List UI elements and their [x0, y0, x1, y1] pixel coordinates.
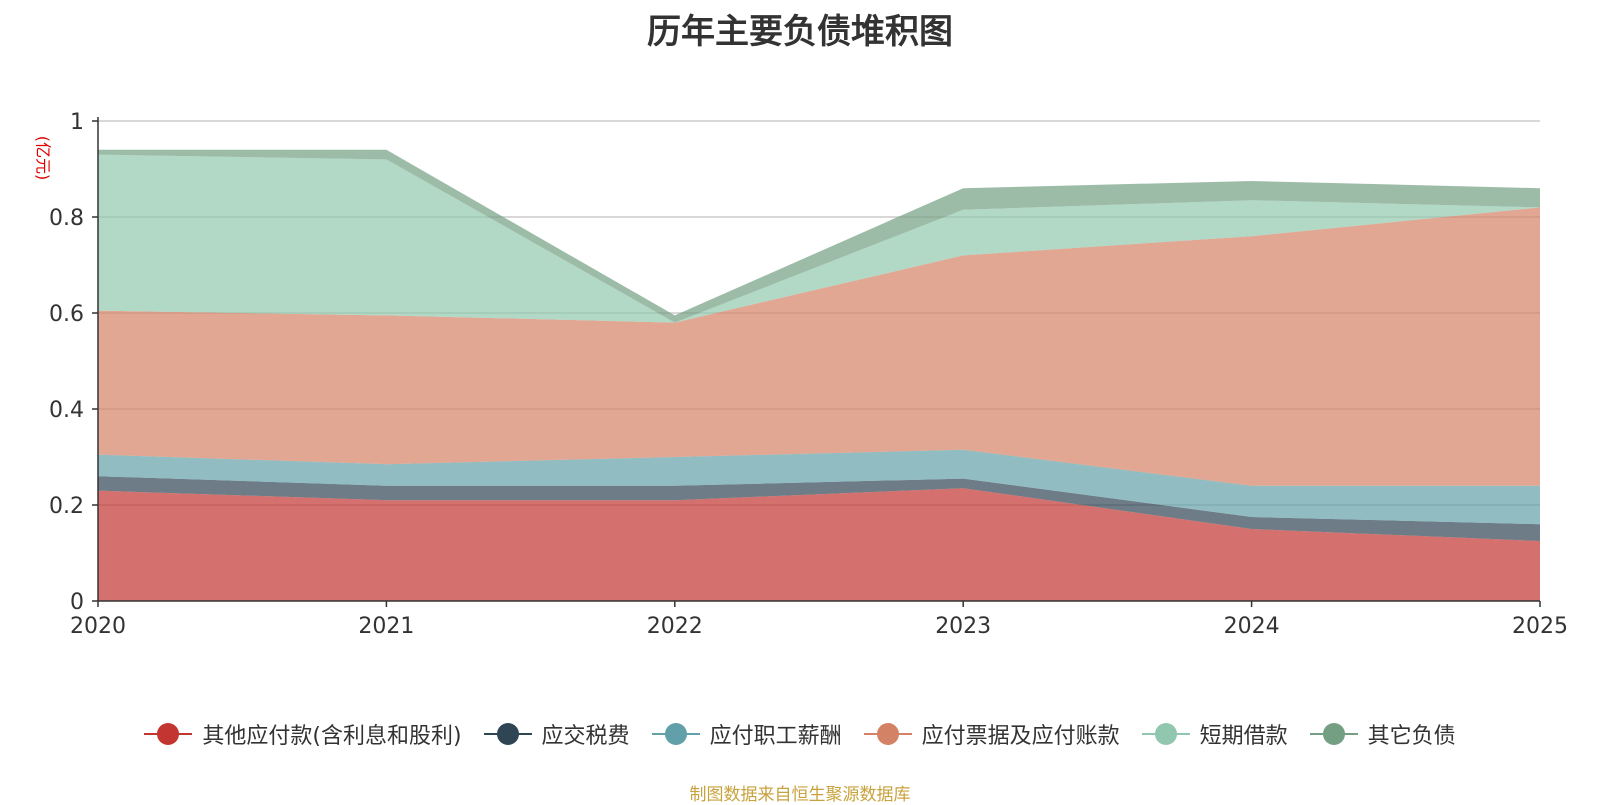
legend-marker-3	[863, 722, 912, 746]
x-tick-label-4: 2024	[1224, 614, 1280, 639]
area-series-1	[98, 476, 1540, 541]
y-tick-label-5: 1	[70, 110, 84, 135]
legend-marker-2	[651, 722, 700, 746]
area-series-5	[98, 149, 1540, 323]
legend-label-2: 应付职工薪酬	[709, 724, 842, 749]
legend-marker-5	[1309, 722, 1358, 746]
legend-label-5: 其它负债	[1367, 724, 1456, 749]
area-series-4	[98, 154, 1540, 323]
legend-marker-1	[483, 722, 532, 746]
legend-item-5[interactable]: 其它负债	[1309, 718, 1456, 750]
y-tick-label-4: 0.8	[49, 206, 84, 231]
area-series-3	[98, 207, 1540, 486]
legend-item-3[interactable]: 应付票据及应付账款	[863, 718, 1120, 750]
chart-legend: 其他应付款(含利息和股利) 应交税费 应付职工薪酬 应付票据及应付账款 短期借款 其它负债	[0, 718, 1600, 750]
x-tick-label-2: 2022	[647, 614, 703, 639]
x-tick-label-0: 2020	[70, 614, 126, 639]
legend-marker-0	[144, 722, 193, 746]
legend-item-0[interactable]: 其他应付款(含利息和股利)	[144, 718, 462, 750]
legend-label-1: 应交税费	[541, 724, 630, 749]
y-tick-label-1: 0.2	[49, 494, 84, 519]
source-note: 制图数据来自恒生聚源数据库	[689, 785, 911, 805]
legend-label-3: 应付票据及应付账款	[921, 724, 1120, 749]
legend-label-0: 其他应付款(含利息和股利)	[202, 724, 462, 749]
legend-item-2[interactable]: 应付职工薪酬	[651, 718, 842, 750]
legend-label-4: 短期借款	[1199, 724, 1288, 749]
legend-item-4[interactable]: 短期借款	[1141, 718, 1288, 750]
stacked-area-chart: 0 0.2 0.4 0.6 0.8 1 2020 2021 2022 2023 2024 2025	[49, 110, 1568, 639]
y-tick-label-0: 0	[70, 590, 84, 615]
area-series-2	[98, 449, 1540, 525]
x-tick-label-1: 2021	[358, 614, 414, 639]
legend-marker-4	[1141, 722, 1190, 746]
x-tick-label-3: 2023	[935, 614, 991, 639]
chart-title: 历年主要负债堆积图	[647, 12, 953, 52]
y-tick-label-2: 0.4	[49, 398, 84, 423]
legend-item-1[interactable]: 应交税费	[483, 718, 630, 750]
area-series-0	[98, 488, 1540, 601]
y-tick-label-3: 0.6	[49, 302, 84, 327]
x-tick-label-5: 2025	[1512, 614, 1568, 639]
